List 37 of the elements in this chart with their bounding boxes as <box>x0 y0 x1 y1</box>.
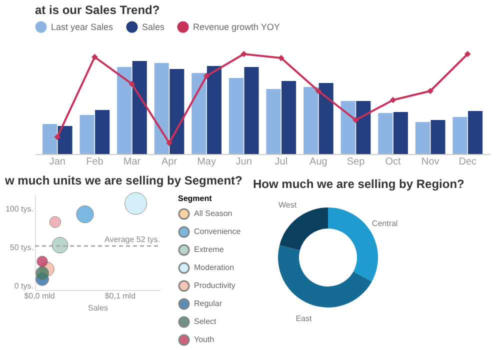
legend-label: Regular <box>194 299 222 308</box>
x-tick-label: Oct <box>385 156 402 168</box>
legend-label: Last year Sales <box>51 22 114 32</box>
x-tick-label: Jan <box>49 156 66 168</box>
x-tick-label: Jun <box>236 156 252 168</box>
legend-label: Moderation <box>194 263 234 272</box>
x-tick-label: $0,1 mld <box>104 292 136 300</box>
slice-label: Central <box>372 218 398 228</box>
x-tick-label: Sep <box>346 156 366 168</box>
legend-label: Select <box>194 317 218 326</box>
x-tick-label: Aug <box>310 156 328 168</box>
chart-title: at is our Sales Trend? <box>35 3 160 17</box>
x-tick-label: Apr <box>161 156 178 168</box>
legend-label: All Season <box>194 209 232 218</box>
y-tick-label: 0 tys. <box>14 282 34 291</box>
legend-label: Productivity <box>194 281 236 290</box>
legend-title: Segment <box>178 194 212 203</box>
y-tick-label: 50 tys. <box>10 243 34 252</box>
legend-label: Sales <box>142 22 166 32</box>
legend-label: Revenue growth YOY <box>193 22 280 32</box>
chart-title: w much units we are selling by Segment? <box>4 174 242 188</box>
slice-label: West <box>278 200 298 210</box>
ref-line-label: Average 52 tys. <box>104 234 160 244</box>
x-tick-label: Feb <box>86 156 104 168</box>
x-tick-label: Nov <box>421 156 440 168</box>
x-tick-label: Mar <box>123 156 142 168</box>
legend-label: Extreme <box>194 245 224 254</box>
legend-label: Convenience <box>194 227 242 236</box>
x-tick-label: $0,0 mld <box>24 292 55 300</box>
x-axis-title: Sales <box>88 304 108 312</box>
legend-label: Youth <box>194 335 214 344</box>
x-tick-label: Dec <box>458 156 477 168</box>
slice-label: East <box>296 314 312 323</box>
chart-title: How much we are selling by Region? <box>253 177 464 191</box>
y-tick-label: 100 tys. <box>5 204 34 214</box>
x-tick-label: Jul <box>274 156 288 168</box>
x-tick-label: May <box>197 156 216 168</box>
